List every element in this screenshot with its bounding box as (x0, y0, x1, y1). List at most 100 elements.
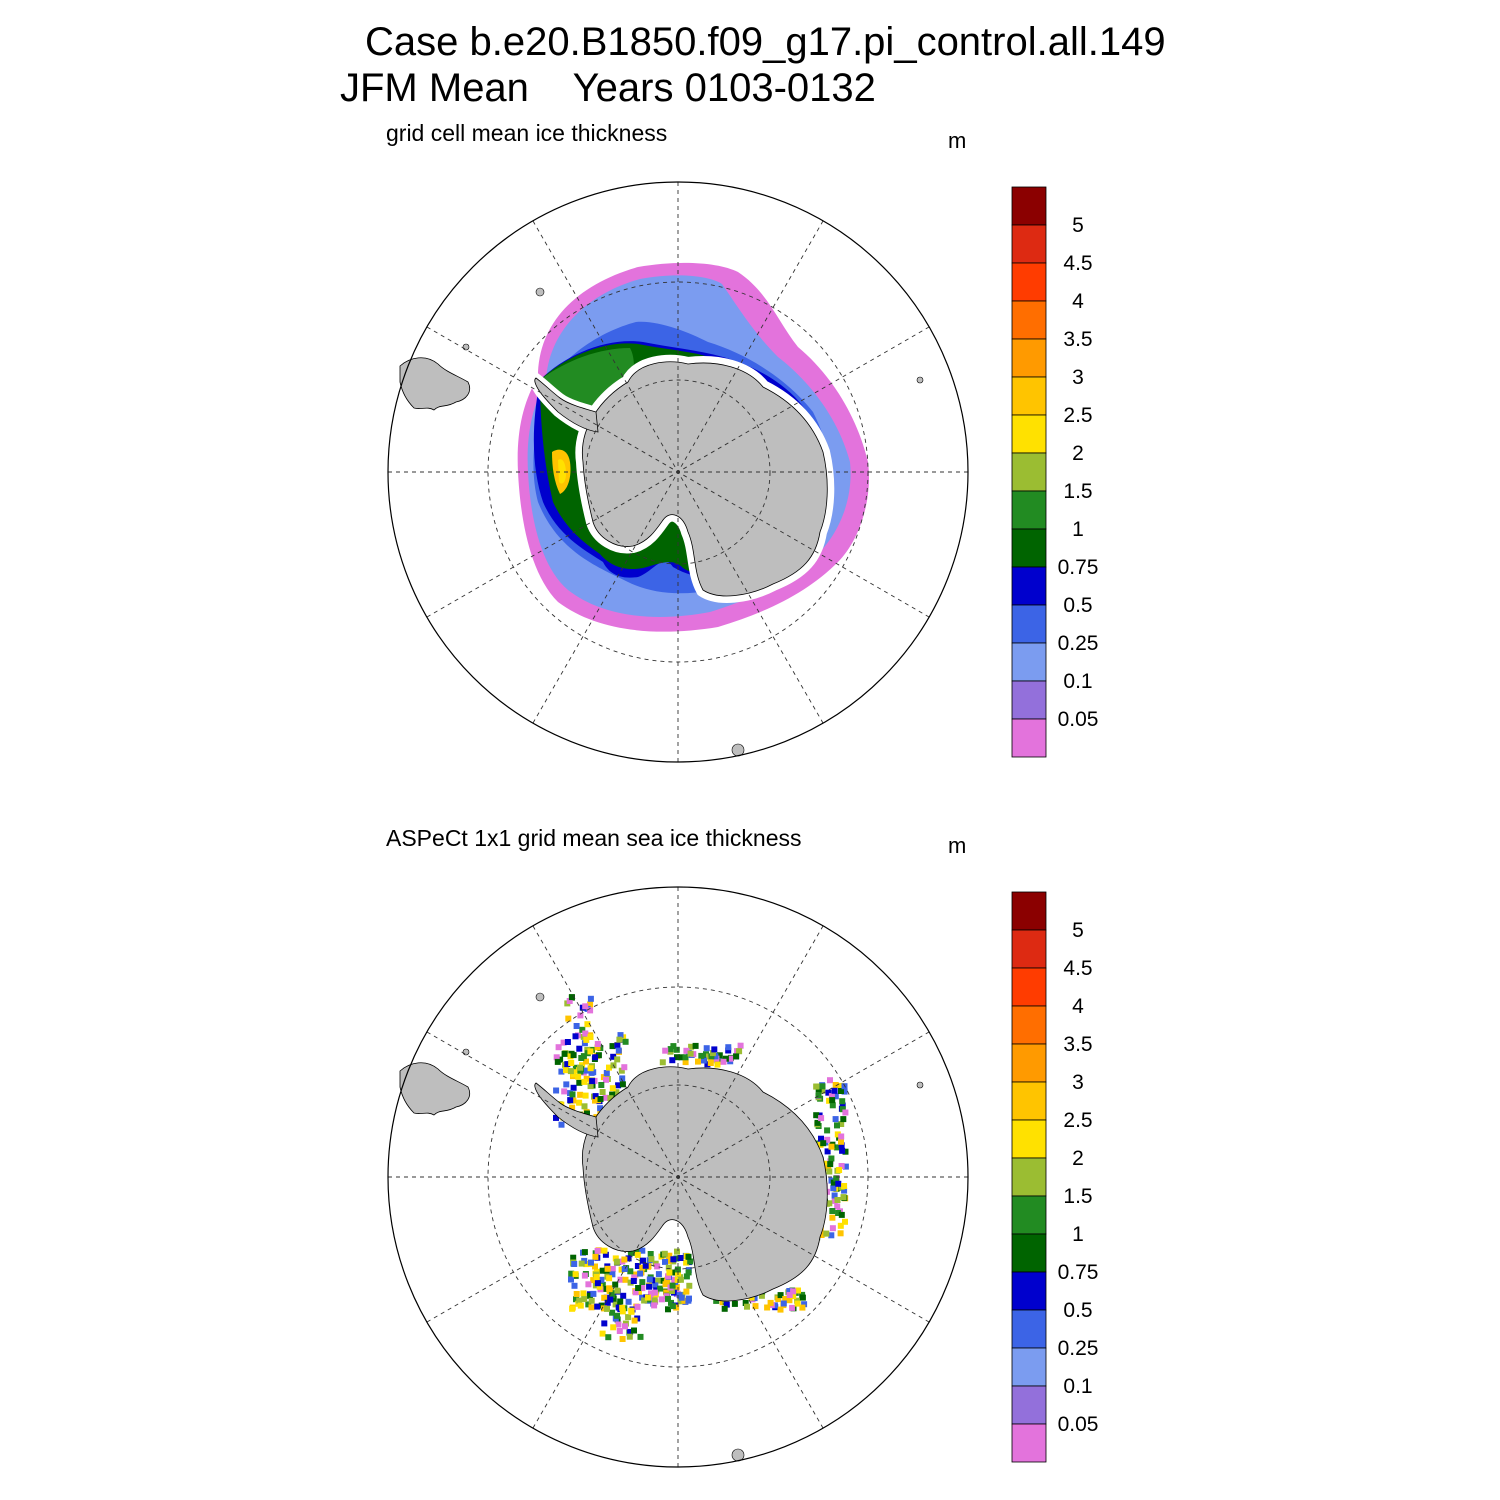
obs-cell (665, 1306, 671, 1313)
obs-cell (838, 1121, 845, 1127)
obs-cell (790, 1293, 797, 1300)
obs-cell (654, 1263, 661, 1270)
obs-cell (601, 1247, 608, 1254)
obs-cell (678, 1294, 685, 1301)
obs-cell (777, 1292, 784, 1299)
obs-cell (609, 1085, 616, 1092)
obs-cell (782, 1296, 789, 1302)
obs-cell (723, 1301, 730, 1308)
colorbar-label-obs-6: 2 (1072, 1147, 1084, 1170)
obs-cell (570, 1071, 577, 1078)
obs-cell (594, 1041, 601, 1047)
obs-cell (842, 1109, 849, 1116)
obs-cell (698, 1052, 705, 1059)
colorbar-label-model-6: 2 (1072, 442, 1084, 465)
obs-cell (687, 1050, 694, 1057)
obs-cell (841, 1183, 848, 1189)
obs-cell (610, 1295, 617, 1302)
colorbar-label-model-4: 3 (1072, 366, 1084, 389)
obs-cell (838, 1142, 845, 1149)
obs-cell (618, 1266, 625, 1273)
obs-cell (829, 1097, 836, 1104)
obs-cell (565, 1015, 572, 1022)
colorbar-swatch-model-1 (1011, 224, 1047, 264)
obs-cell (663, 1289, 670, 1296)
obs-cell (587, 1048, 594, 1055)
obs-cell (582, 1003, 589, 1010)
obs-cell (584, 1110, 590, 1117)
obs-cell (674, 1054, 680, 1061)
obs-cell (577, 1302, 584, 1309)
obs-cell (585, 1281, 592, 1288)
colorbar-label-model-11: 0.25 (1058, 632, 1099, 655)
obs-cell (609, 1309, 616, 1316)
obs-cell (581, 1078, 588, 1085)
colorbar-swatch-model-6 (1011, 414, 1047, 454)
obs-cell (683, 1047, 690, 1054)
obs-cell (669, 1303, 676, 1310)
obs-cell (837, 1230, 844, 1237)
obs-cell (563, 1067, 569, 1074)
colorbar-swatch-obs-2 (1011, 967, 1047, 1007)
obs-cell (720, 1058, 727, 1065)
obs-cell (634, 1303, 641, 1310)
obs-cell (615, 1047, 622, 1054)
obs-cell (658, 1296, 665, 1303)
colorbar-label-obs-1: 4.5 (1063, 957, 1092, 980)
obs-cell (692, 1042, 699, 1049)
obs-cell (610, 1053, 617, 1060)
obs-cell (794, 1300, 801, 1307)
obs-cell (622, 1323, 628, 1330)
obs-cell (584, 1046, 591, 1053)
obs-cell (777, 1306, 784, 1313)
obs-cell (627, 1249, 634, 1256)
obs-cell (631, 1274, 638, 1281)
obs-cell (619, 1336, 626, 1342)
obs-cell (584, 1021, 591, 1028)
obs-cell (648, 1290, 654, 1297)
obs-cell (704, 1061, 711, 1068)
obs-cell (577, 1012, 584, 1019)
obs-cell (673, 1304, 680, 1311)
colorbar-swatch-obs-0 (1011, 891, 1047, 931)
obs-cell (599, 1089, 606, 1095)
obs-cell (703, 1045, 710, 1052)
obs-cell (835, 1210, 842, 1216)
obs-cell (604, 1299, 611, 1306)
obs-cell (662, 1258, 668, 1265)
obs-cell (736, 1048, 743, 1055)
obs-cell (642, 1262, 649, 1269)
obs-cell (564, 1061, 571, 1068)
colorbar-label-obs-7: 1.5 (1063, 1185, 1092, 1208)
obs-cell (823, 1230, 830, 1237)
obs-cell (829, 1225, 836, 1232)
colorbar-swatch-obs-6 (1011, 1119, 1047, 1159)
colorbar-swatch-model-12 (1011, 642, 1047, 682)
obs-cell (576, 1099, 583, 1106)
obs-cell (614, 1056, 621, 1063)
obs-cell (607, 1296, 614, 1303)
obs-cell (576, 1297, 583, 1304)
obs-cell (587, 1001, 594, 1008)
obs-cell (665, 1295, 671, 1302)
obs-ice-pixels (553, 994, 849, 1342)
obs-cell (826, 1168, 833, 1175)
obs-cell (578, 1055, 585, 1061)
obs-cell (841, 1086, 848, 1093)
obs-cell (592, 1263, 598, 1270)
obs-cell (571, 1261, 578, 1267)
obs-cell (614, 1042, 621, 1049)
obs-cell (666, 1269, 673, 1276)
obs-cell (665, 1257, 672, 1264)
obs-cell (780, 1300, 787, 1307)
obs-cell (592, 1253, 599, 1260)
obs-cell (582, 1030, 589, 1037)
obs-cell (828, 1155, 835, 1162)
obs-cell (639, 1285, 646, 1292)
colorbar-swatch-obs-11 (1011, 1309, 1047, 1349)
obs-cell (752, 1303, 759, 1310)
obs-cell (612, 1255, 619, 1262)
obs-cell (647, 1251, 654, 1257)
obs-cell (619, 1308, 626, 1315)
obs-cell (682, 1054, 689, 1061)
